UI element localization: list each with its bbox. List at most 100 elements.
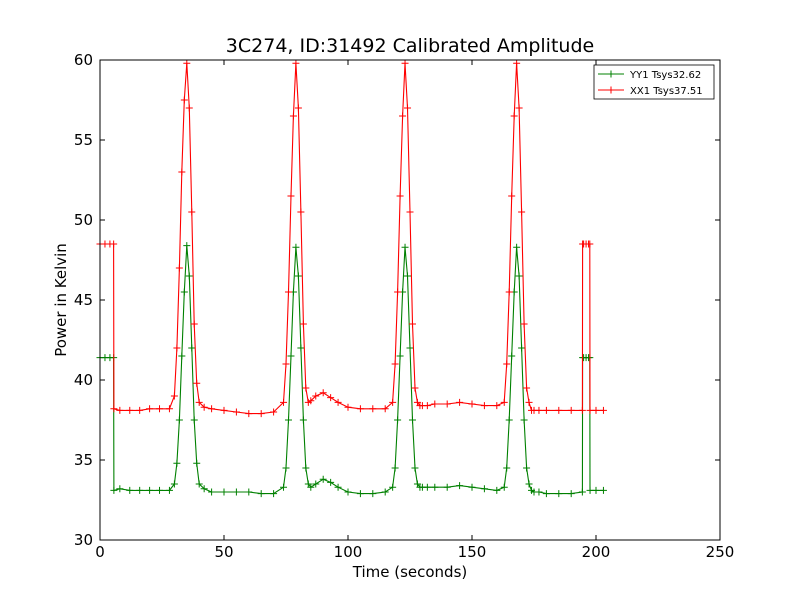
data-point [381,488,389,496]
data-point [523,384,531,392]
plot-area [96,59,607,498]
data-point [456,482,464,490]
data-point [535,406,543,414]
data-point [175,416,183,424]
data-point [180,96,188,104]
data-point [394,288,402,296]
data-point [180,288,188,296]
data-point [369,490,377,498]
data-point [431,400,439,408]
data-point [567,406,575,414]
data-point [156,486,164,494]
data-point [270,490,278,498]
data-point [220,406,228,414]
data-point [146,486,154,494]
data-point [270,408,278,416]
data-point [523,464,531,472]
data-point [208,405,216,413]
data-point [126,406,134,414]
data-point [431,483,439,491]
data-point [170,392,178,400]
data-point [408,320,416,328]
data-point [307,397,315,405]
data-point [508,352,516,360]
data-point [542,490,550,498]
series-1 [96,242,607,498]
data-point [542,406,550,414]
data-point [396,192,404,200]
data-point [381,405,389,413]
data-point [312,392,320,400]
data-point [578,488,586,496]
data-point [292,243,300,251]
data-point [493,402,501,410]
data-point [515,272,523,280]
data-point [399,112,407,120]
axis-ticks: 0 50 100 150 200 250 30 35 40 45 50 55 60 [74,51,734,561]
data-point [136,486,144,494]
data-point [299,320,307,328]
legend-box [593,64,715,100]
series-2 [96,59,607,418]
data-point [280,483,288,491]
data-point [423,483,431,491]
data-point [525,398,533,406]
data-point [173,344,181,352]
x-tick-label: 250 [706,543,735,561]
x-axis-label: Time (seconds) [352,563,468,581]
data-point [404,272,412,280]
data-point [146,405,154,413]
data-point [110,240,118,248]
data-point [389,398,397,406]
data-point [284,288,292,296]
y-tick-label: 35 [74,451,93,469]
data-point [555,406,563,414]
data-point [282,360,290,368]
data-point [188,208,196,216]
data-point [586,486,594,494]
data-point [599,486,607,494]
data-point [592,406,600,414]
data-point [183,59,191,67]
y-axis-label: Power in Kelvin [52,243,70,357]
data-point [334,483,342,491]
data-point [200,485,208,493]
data-point [289,112,297,120]
y-tick-label: 40 [74,371,93,389]
data-point [586,406,594,414]
legend-marker [607,70,615,78]
data-point [173,459,181,467]
y-tick-label: 45 [74,291,93,309]
data-point [193,459,201,467]
data-point [165,405,173,413]
data-point [165,486,173,494]
data-point [110,405,118,413]
data-point [356,490,364,498]
data-point [287,352,295,360]
data-point [334,398,342,406]
y-tick-label: 60 [74,51,93,69]
data-point [456,398,464,406]
data-point [356,405,364,413]
data-point [175,264,183,272]
data-point [170,480,178,488]
data-point [190,320,198,328]
data-point [578,406,586,414]
data-point [401,243,409,251]
data-point [505,288,513,296]
data-point [185,104,193,112]
data-point [389,483,397,491]
data-point [190,416,198,424]
data-point [319,475,327,483]
data-point [312,480,320,488]
data-point [297,208,305,216]
data-point [280,398,288,406]
data-point [505,416,513,424]
x-tick-label: 100 [334,543,363,561]
data-point [116,406,124,414]
data-point [257,410,265,418]
data-point [592,486,600,494]
data-point [520,320,528,328]
